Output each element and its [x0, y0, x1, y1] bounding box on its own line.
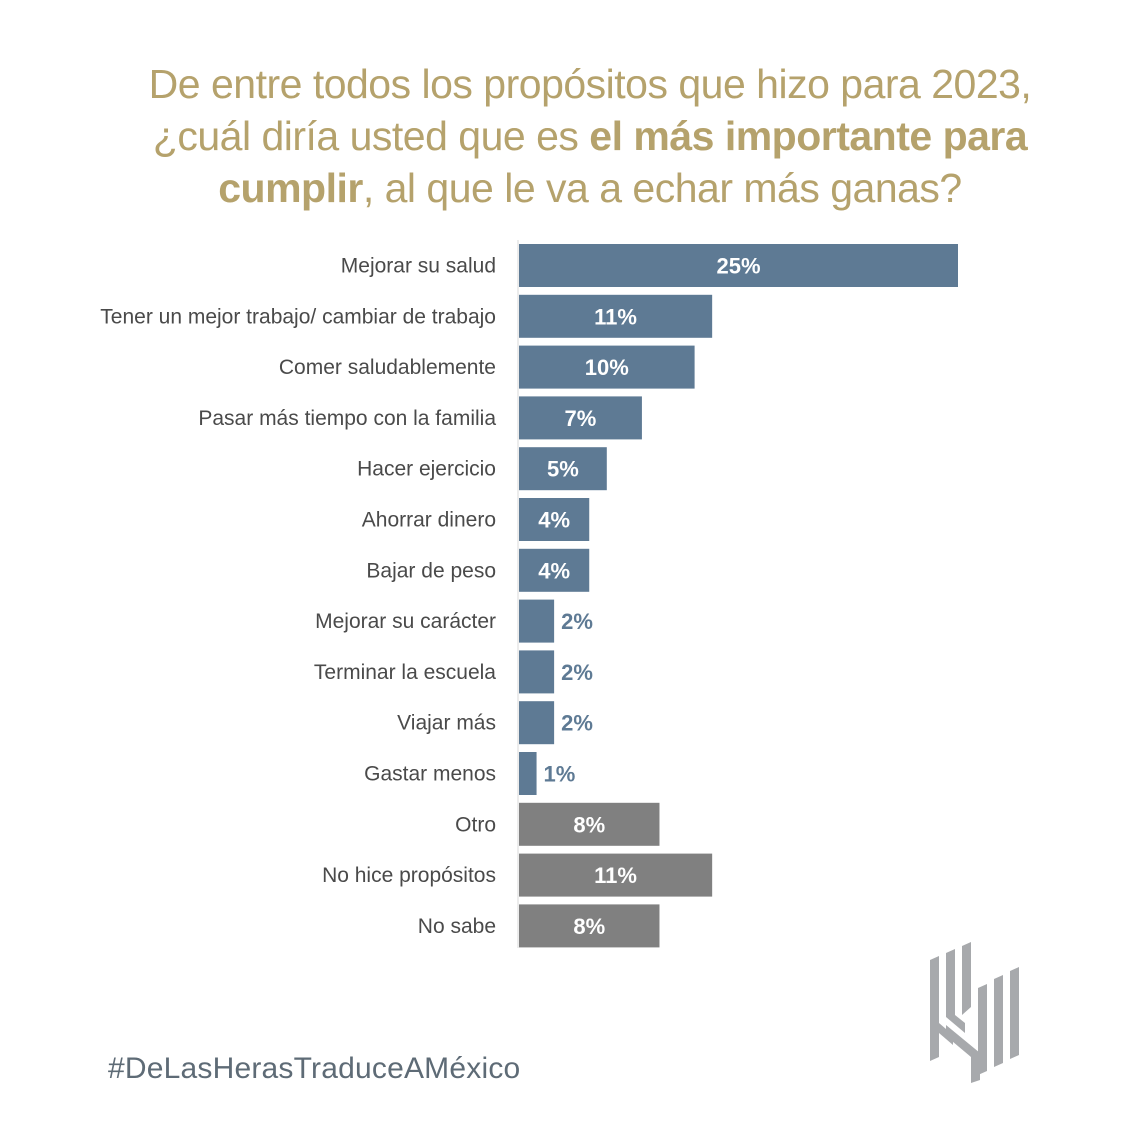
- value-label: 4%: [538, 558, 570, 583]
- bar: [519, 752, 537, 795]
- category-label: No hice propósitos: [322, 864, 496, 887]
- title-line-2-bold: el más importante para: [589, 113, 1028, 159]
- bar: [519, 853, 713, 897]
- value-label: 1%: [544, 762, 576, 787]
- category-label: Viajar más: [397, 712, 496, 735]
- title-line-1: De entre todos los propósitos que hizo p…: [148, 61, 1032, 107]
- value-label: 5%: [547, 457, 579, 482]
- value-label: 10%: [585, 355, 629, 380]
- category-label: Comer saludablemente: [279, 356, 496, 379]
- value-label: 7%: [565, 406, 597, 431]
- value-label: 11%: [594, 863, 637, 888]
- title-line-2: ¿cuál diría usted que es: [152, 113, 590, 159]
- value-label: 2%: [561, 660, 593, 685]
- bar: [519, 701, 555, 745]
- value-label: 8%: [573, 914, 605, 939]
- category-label: Gastar menos: [364, 763, 496, 786]
- bar: [519, 447, 607, 491]
- hashtag-footer: #DeLasHerasTraduceAMéxico: [108, 1052, 521, 1085]
- category-label: Tener un mejor trabajo/ cambiar de traba…: [100, 305, 496, 328]
- bar: [519, 599, 555, 643]
- bars-group: Mejorar su salud 25% Tener un mejor trabaj…: [100, 244, 958, 948]
- bar: [519, 345, 695, 389]
- bar: [519, 294, 713, 338]
- category-label: Hacer ejercicio: [357, 458, 496, 481]
- value-label: 4%: [538, 508, 570, 533]
- category-label: Mejorar su carácter: [315, 610, 496, 633]
- title-line-3-bold: cumplir: [218, 165, 363, 211]
- bar: [519, 904, 660, 948]
- category-label: Terminar la escuela: [314, 661, 496, 684]
- value-label: 2%: [561, 711, 593, 736]
- bar: [519, 802, 660, 846]
- bar-chart: Mejorar su salud 25% Tener un mejor trabaj…: [100, 240, 958, 948]
- bar: [519, 548, 590, 592]
- bar: [519, 650, 555, 694]
- bar: [519, 244, 958, 287]
- value-label: 25%: [716, 254, 760, 279]
- chart-title: De entre todos los propósitos que hizo p…: [100, 58, 1080, 214]
- bar: [519, 498, 590, 541]
- value-label: 8%: [573, 812, 605, 837]
- category-label: Ahorrar dinero: [362, 509, 496, 532]
- category-label: No sabe: [418, 915, 496, 938]
- category-label: Pasar más tiempo con la familia: [198, 407, 496, 430]
- category-label: Mejorar su salud: [341, 255, 496, 278]
- category-label: Otro: [455, 813, 496, 836]
- value-label: 11%: [594, 304, 637, 329]
- bar: [519, 396, 642, 440]
- de-las-heras-logo-icon: [930, 942, 1019, 1083]
- category-label: Bajar de peso: [366, 559, 496, 582]
- title-line-3: , al que le va a echar más ganas?: [362, 165, 962, 211]
- value-label: 2%: [561, 609, 593, 634]
